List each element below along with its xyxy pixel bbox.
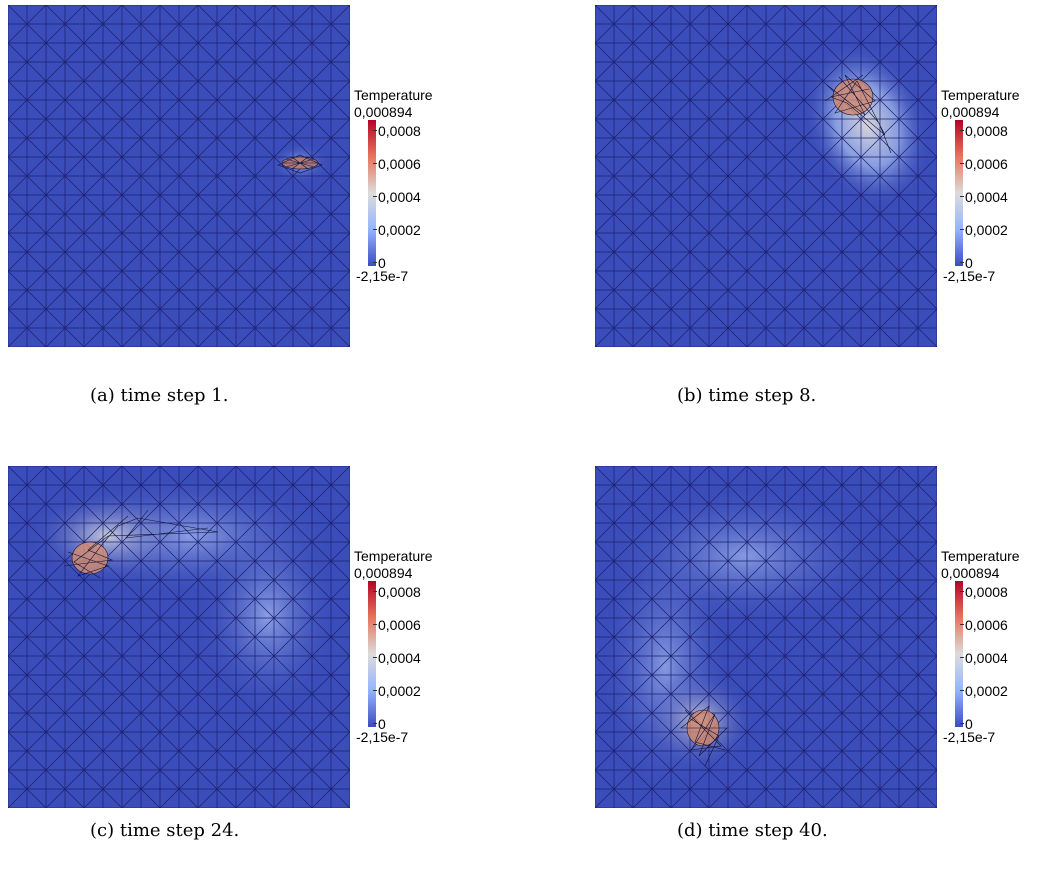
tick-label: 0,0006: [965, 617, 1008, 633]
legend-c: Temperature 0,000894 0,0008 0,0006 0,000…: [354, 548, 464, 748]
tick-label: 0,0008: [378, 584, 421, 600]
legend-min-label: -2,15e-7: [943, 729, 996, 745]
legend-max-label: 0,000894: [941, 104, 1000, 120]
panel-d: Temperature 0,000894 0,0008 0,0006 0,000…: [595, 466, 1045, 896]
legend-min-label: -2,15e-7: [943, 268, 996, 284]
mesh-plot-c: [8, 466, 350, 808]
tick-label: 0,0008: [965, 584, 1008, 600]
color-bar: [368, 120, 376, 266]
tick-label: 0,0008: [965, 123, 1008, 139]
mesh-plot-d: [595, 466, 937, 808]
tick-label: 0,0006: [378, 156, 421, 172]
panel-a: Temperature 0,000894 0,0008 0,0006 0,000…: [8, 5, 468, 435]
color-bar: [955, 120, 963, 266]
tick-label: 0: [378, 716, 386, 732]
caption-b: (b) time step 8.: [677, 385, 817, 406]
legend-b: Temperature 0,000894 0,0008 0,0006 0,000…: [941, 87, 1045, 287]
mesh-plot-b: [595, 5, 937, 347]
legend-d: Temperature 0,000894 0,0008 0,0006 0,000…: [941, 548, 1045, 748]
tick-label: 0,0006: [965, 156, 1008, 172]
legend-title: Temperature: [354, 548, 433, 564]
caption-c: (c) time step 24.: [90, 820, 240, 841]
tick-label: 0,0004: [965, 650, 1008, 666]
legend-max-label: 0,000894: [941, 565, 1000, 581]
tick-label: 0: [378, 255, 386, 271]
tick-label: 0,0006: [378, 617, 421, 633]
legend-max-label: 0,000894: [354, 565, 413, 581]
tick-label: 0,0008: [378, 123, 421, 139]
legend-title: Temperature: [354, 87, 433, 103]
legend-min-label: -2,15e-7: [356, 729, 409, 745]
legend-a: Temperature 0,000894 0,0008 0,0006 0,000…: [354, 87, 464, 287]
panel-c: Temperature 0,000894 0,0008 0,0006 0,000…: [8, 466, 468, 896]
mesh-plot-a: [8, 5, 350, 347]
legend-title: Temperature: [941, 87, 1020, 103]
tick-label: 0,0002: [965, 683, 1008, 699]
tick-label: 0: [965, 255, 973, 271]
caption-a: (a) time step 1.: [90, 385, 229, 406]
tick-label: 0: [965, 716, 973, 732]
tick-label: 0,0002: [965, 222, 1008, 238]
tick-label: 0,0002: [378, 222, 421, 238]
panel-b: Temperature 0,000894 0,0008 0,0006 0,000…: [595, 5, 1045, 435]
tick-label: 0,0004: [965, 189, 1008, 205]
color-bar: [368, 581, 376, 727]
caption-d: (d) time step 40.: [677, 820, 828, 841]
color-bar: [955, 581, 963, 727]
tick-label: 0,0002: [378, 683, 421, 699]
tick-label: 0,0004: [378, 189, 421, 205]
tick-label: 0,0004: [378, 650, 421, 666]
legend-title: Temperature: [941, 548, 1020, 564]
legend-max-label: 0,000894: [354, 104, 413, 120]
legend-min-label: -2,15e-7: [356, 268, 409, 284]
